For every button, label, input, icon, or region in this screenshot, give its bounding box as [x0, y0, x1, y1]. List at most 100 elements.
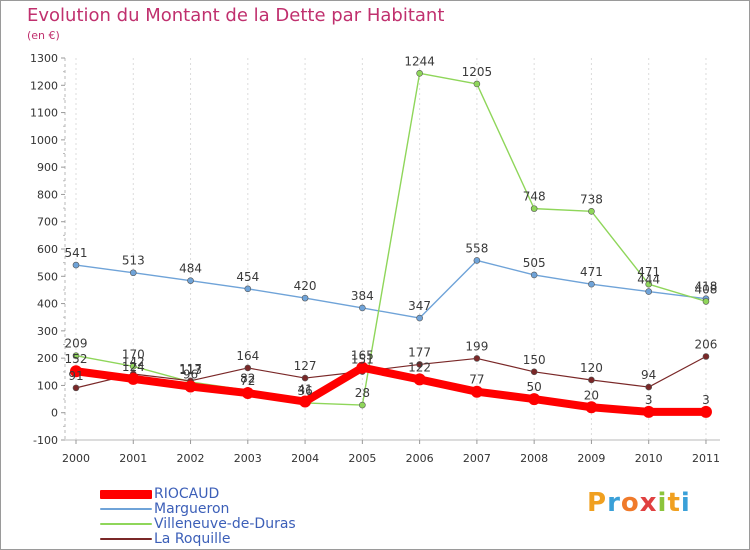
data-point-la-roquille	[645, 383, 653, 391]
y-tick-label: 300	[37, 325, 58, 338]
data-point-riocaud	[528, 393, 541, 406]
series-line-la-roquille	[75, 355, 707, 389]
x-tick-label: 2003	[234, 452, 262, 465]
data-label-riocaud: 77	[469, 373, 484, 387]
data-label-la-roquille: 164	[236, 349, 259, 363]
data-point-riocaud	[241, 387, 254, 400]
data-point-margueron	[72, 261, 80, 269]
data-label-villeneuve-de-duras: 170	[122, 347, 145, 361]
y-tick-label: 100	[37, 379, 58, 392]
logo-letter: i	[657, 488, 668, 518]
data-label-margueron: 558	[465, 241, 488, 255]
logo-letter: o	[620, 488, 640, 518]
logo-letter: t	[667, 488, 681, 518]
data-label-la-roquille: 142	[122, 355, 145, 369]
data-point-villeneuve-de-duras	[702, 298, 710, 305]
series-line-villeneuve-de-duras	[75, 72, 707, 406]
x-tick-label: 2002	[177, 452, 205, 465]
x-tick-label: 2009	[577, 452, 605, 465]
data-point-villeneuve-de-duras	[473, 80, 481, 88]
data-point-riocaud	[699, 405, 712, 418]
data-label-margueron: 347	[408, 299, 431, 313]
y-tick-label: 1200	[30, 79, 58, 92]
proxiti-logo: Proxiti	[587, 488, 691, 518]
data-point-villeneuve-de-duras	[72, 352, 80, 359]
data-label-riocaud: 165	[351, 349, 374, 363]
logo-letter: i	[680, 488, 691, 518]
y-tick-label: 200	[37, 352, 58, 365]
y-tick-label: 500	[37, 270, 58, 283]
x-tick-label: 2007	[463, 452, 491, 465]
data-label-villeneuve-de-duras: 1244	[404, 54, 435, 68]
legend-item: RIOCAUD	[100, 486, 219, 502]
series-line-margueron	[75, 259, 707, 319]
data-label-villeneuve-de-duras: 748	[523, 190, 546, 204]
data-point-riocaud	[585, 401, 598, 414]
unit-label: (en €)	[27, 29, 60, 42]
data-point-margueron	[301, 294, 309, 302]
x-tick-label: 2008	[520, 452, 548, 465]
data-point-margueron	[359, 304, 366, 312]
data-point-la-roquille	[530, 368, 538, 376]
data-point-villeneuve-de-duras	[645, 280, 653, 288]
data-label-villeneuve-de-duras: 28	[355, 386, 370, 400]
data-label-la-roquille: 150	[523, 353, 546, 367]
legend-label: Villeneuve-de-Duras	[154, 516, 296, 532]
data-point-riocaud	[184, 380, 197, 393]
data-point-la-roquille	[702, 353, 710, 360]
data-point-margueron	[473, 257, 481, 264]
data-label-villeneuve-de-duras: 408	[695, 282, 718, 296]
data-label-riocaud: 3	[702, 393, 710, 407]
y-tick-label: 600	[37, 243, 58, 256]
y-tick-label: 900	[37, 161, 58, 174]
x-tick-label: 2010	[635, 452, 663, 465]
legend-swatch	[100, 489, 152, 499]
legend-item: Margueron	[100, 501, 230, 517]
x-tick-label: 2011	[692, 452, 720, 465]
data-point-riocaud	[642, 405, 655, 418]
legend-label: Margueron	[154, 501, 230, 517]
data-label-villeneuve-de-duras: 113	[179, 363, 202, 377]
data-point-riocaud	[299, 395, 312, 408]
data-label-margueron: 420	[294, 279, 317, 293]
y-tick-label: 700	[37, 216, 58, 229]
chart-title: Evolution du Montant de la Dette par Hab…	[27, 5, 445, 26]
data-point-la-roquille	[72, 384, 80, 392]
x-tick-label: 2000	[62, 452, 90, 465]
data-point-la-roquille	[473, 355, 481, 362]
data-point-la-roquille	[416, 361, 423, 368]
logo-letter: r	[607, 488, 621, 518]
legend-swatch	[100, 523, 152, 525]
data-label-margueron: 418	[695, 280, 718, 294]
data-point-la-roquille	[588, 376, 595, 384]
data-point-villeneuve-de-duras	[359, 401, 366, 409]
data-label-la-roquille: 199	[465, 339, 488, 353]
data-label-riocaud: 3	[645, 393, 653, 407]
data-label-la-roquille: 117	[179, 362, 202, 376]
data-label-la-roquille: 151	[351, 353, 374, 367]
data-label-riocaud: 50	[527, 380, 542, 394]
data-point-villeneuve-de-duras	[129, 363, 137, 370]
data-label-margueron: 471	[580, 265, 603, 279]
data-label-villeneuve-de-duras: 82	[240, 371, 255, 385]
x-tick-label: 2001	[119, 452, 147, 465]
data-label-villeneuve-de-duras: 209	[65, 337, 88, 351]
data-label-margueron: 541	[65, 246, 88, 260]
legend-item: La Roquille	[100, 531, 231, 547]
logo-letter: x	[639, 488, 658, 518]
y-tick-label: 1100	[30, 107, 58, 120]
data-label-margueron: 454	[236, 270, 259, 284]
data-point-margueron	[187, 277, 194, 284]
data-point-villeneuve-de-duras	[416, 69, 423, 77]
data-label-la-roquille: 120	[580, 361, 603, 375]
data-label-margueron: 513	[122, 254, 145, 268]
data-label-margueron: 484	[179, 262, 202, 276]
data-point-villeneuve-de-duras	[530, 205, 538, 212]
logo-letter: P	[587, 488, 608, 518]
data-point-margueron	[244, 285, 252, 293]
y-tick-label: 1300	[30, 52, 58, 65]
x-tick-label: 2005	[348, 452, 376, 465]
data-label-margueron: 444	[637, 273, 660, 287]
x-tick-label: 2004	[291, 452, 319, 465]
